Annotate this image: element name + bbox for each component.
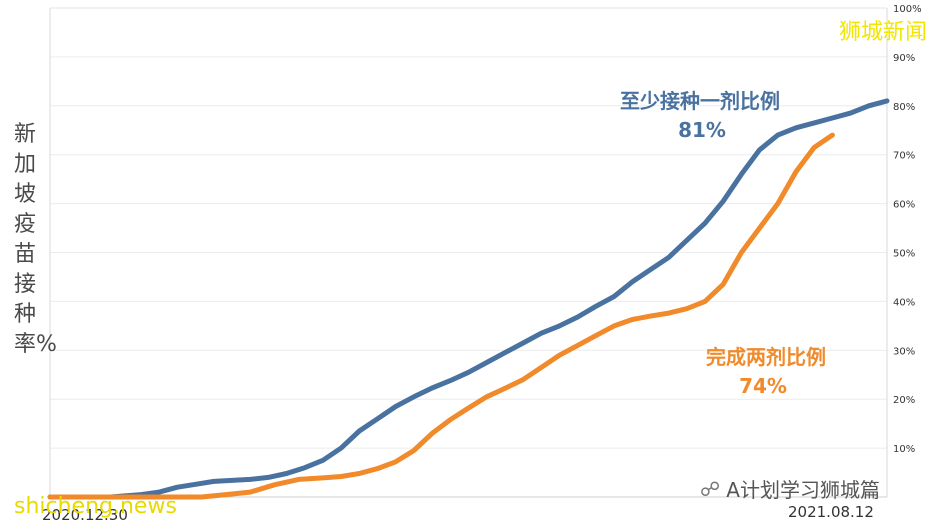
- y-tick-labels: 10% 20% 30% 40% 50% 60% 70% 80% 90% 100%: [893, 4, 922, 455]
- x-end-label: 2021.08.12: [788, 503, 874, 521]
- site-watermark: shicheng.news: [14, 494, 177, 519]
- brand-watermark: 狮城新闻: [838, 20, 927, 45]
- y-tick-label: 60%: [893, 200, 915, 211]
- series-value-first-dose: 81%: [678, 118, 726, 142]
- y-tick-label: 20%: [893, 395, 915, 406]
- y-axis-label: 新加坡疫苗接种率%: [14, 122, 57, 357]
- y-tick-label: 80%: [893, 102, 915, 113]
- series-label-two-dose: 完成两剂比例: [706, 345, 826, 369]
- y-tick-label: 10%: [893, 444, 915, 455]
- x-start-label: 2020.12.30: [42, 506, 128, 524]
- y-tick-label: 90%: [893, 53, 915, 64]
- y-tick-label: 50%: [893, 249, 915, 260]
- wechat-account-name: A计划学习狮城篇: [726, 478, 880, 502]
- y-tick-label: 30%: [893, 346, 915, 357]
- wechat-icon: ☍: [700, 476, 721, 501]
- series-line-first-dose: [47, 98, 890, 500]
- series-value-two-dose: 74%: [739, 374, 787, 398]
- y-tick-label: 70%: [893, 151, 915, 162]
- y-tick-label: 100%: [893, 4, 922, 15]
- series-label-first-dose: 至少接种一剂比例: [620, 89, 780, 113]
- series-line-two-dose: [47, 132, 835, 500]
- y-tick-label: 40%: [893, 297, 915, 308]
- wechat-watermark: ☍ A计划学习狮城篇: [700, 474, 880, 503]
